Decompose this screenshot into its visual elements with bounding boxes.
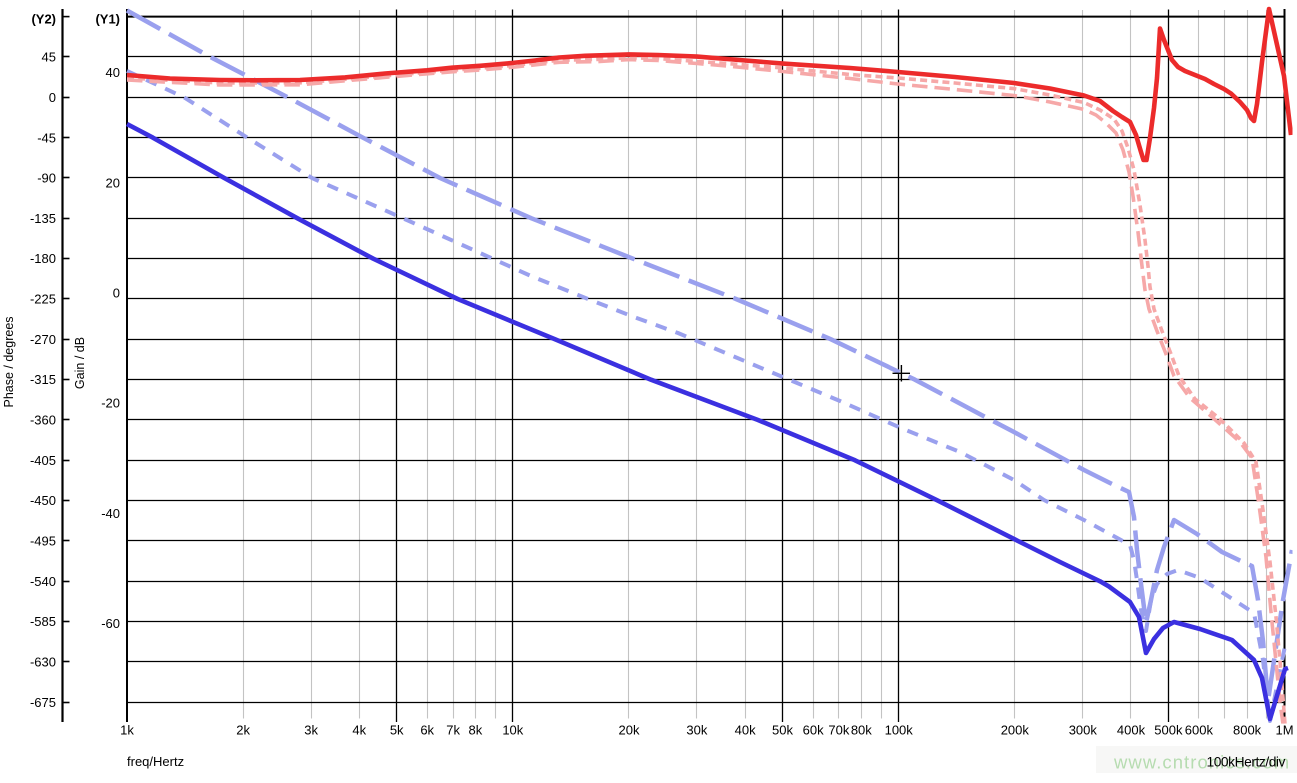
svg-text:-90: -90 — [37, 171, 56, 186]
svg-text:400k: 400k — [1117, 723, 1146, 738]
svg-text:-585: -585 — [30, 614, 56, 629]
svg-text:-360: -360 — [30, 413, 56, 428]
svg-text:200k: 200k — [1001, 723, 1030, 738]
svg-text:500k: 500k — [1154, 723, 1183, 738]
svg-text:45: 45 — [42, 50, 56, 65]
svg-text:-60: -60 — [101, 616, 120, 631]
svg-text:7k: 7k — [446, 723, 460, 738]
svg-text:www.cntronics.com: www.cntronics.com — [1113, 751, 1290, 772]
svg-text:freq/Hertz: freq/Hertz — [127, 754, 184, 769]
svg-text:-540: -540 — [30, 574, 56, 589]
svg-text:-675: -675 — [30, 695, 56, 710]
svg-text:40k: 40k — [735, 723, 756, 738]
svg-text:-270: -270 — [30, 332, 56, 347]
svg-text:4k: 4k — [352, 723, 366, 738]
svg-text:-630: -630 — [30, 655, 56, 670]
svg-text:100kHertz/div: 100kHertz/div — [1206, 755, 1285, 770]
svg-text:(Y1): (Y1) — [95, 12, 120, 27]
svg-text:20: 20 — [106, 175, 120, 190]
svg-text:5k: 5k — [390, 723, 404, 738]
svg-text:-180: -180 — [30, 251, 56, 266]
svg-text:30k: 30k — [686, 723, 707, 738]
svg-text:70k: 70k — [828, 723, 849, 738]
svg-text:100k: 100k — [885, 723, 914, 738]
svg-text:-495: -495 — [30, 534, 56, 549]
svg-text:60k: 60k — [803, 723, 824, 738]
svg-text:40: 40 — [106, 65, 120, 80]
svg-text:80k: 80k — [851, 723, 872, 738]
svg-text:20k: 20k — [619, 723, 640, 738]
svg-text:800k: 800k — [1233, 723, 1262, 738]
svg-text:Gain / dB: Gain / dB — [73, 337, 87, 389]
svg-text:50k: 50k — [772, 723, 793, 738]
svg-text:600k: 600k — [1185, 723, 1214, 738]
svg-text:3k: 3k — [304, 723, 318, 738]
svg-text:8k: 8k — [469, 723, 483, 738]
svg-text:-135: -135 — [30, 211, 56, 226]
svg-text:1M: 1M — [1275, 723, 1293, 738]
svg-text:-405: -405 — [30, 453, 56, 468]
svg-text:-315: -315 — [30, 372, 56, 387]
svg-text:300k: 300k — [1069, 723, 1098, 738]
svg-text:-40: -40 — [101, 506, 120, 521]
svg-text:0: 0 — [113, 286, 120, 301]
svg-text:0: 0 — [49, 90, 56, 105]
svg-text:-225: -225 — [30, 292, 56, 307]
svg-text:Phase / degrees: Phase / degrees — [2, 316, 16, 407]
svg-text:2k: 2k — [236, 723, 250, 738]
svg-text:-45: -45 — [37, 130, 56, 145]
svg-text:6k: 6k — [420, 723, 434, 738]
svg-text:(Y2): (Y2) — [31, 12, 56, 27]
svg-text:-20: -20 — [101, 396, 120, 411]
svg-text:-450: -450 — [30, 493, 56, 508]
svg-text:10k: 10k — [502, 723, 523, 738]
svg-text:1k: 1k — [120, 723, 134, 738]
